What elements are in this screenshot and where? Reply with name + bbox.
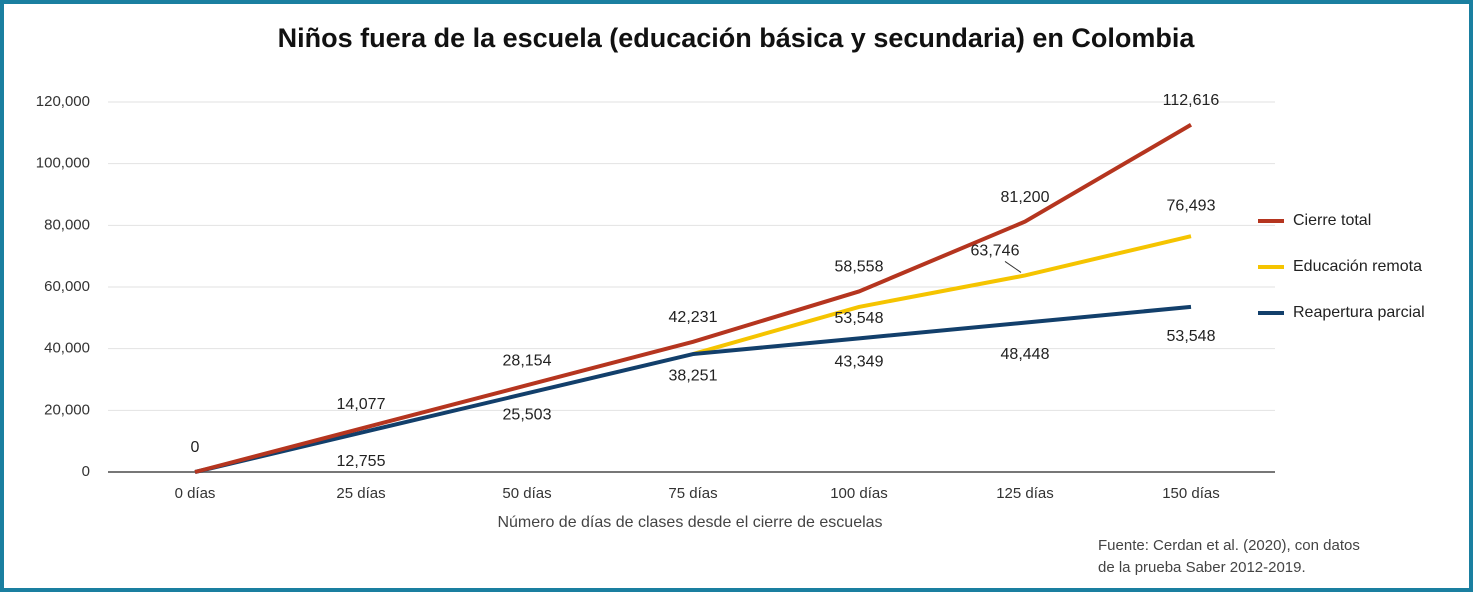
x-axis-label: Número de días de clases desde el cierre… bbox=[497, 514, 882, 531]
x-tick-label: 50 días bbox=[502, 485, 551, 502]
data-label: 53,548 bbox=[835, 310, 884, 327]
data-label: 112,616 bbox=[1163, 92, 1220, 109]
data-label: 48,448 bbox=[1001, 346, 1050, 363]
x-tick-label: 75 días bbox=[668, 485, 717, 502]
data-label: 81,200 bbox=[1001, 189, 1050, 206]
data-label: 63,746 bbox=[971, 243, 1020, 260]
legend-label: Cierre total bbox=[1293, 212, 1371, 229]
y-tick-label: 40,000 bbox=[44, 340, 90, 357]
data-label: 14,077 bbox=[337, 396, 386, 413]
data-label: 38,251 bbox=[669, 367, 718, 384]
y-tick-label: 120,000 bbox=[36, 93, 90, 110]
data-label: 28,154 bbox=[503, 352, 552, 369]
y-tick-label: 20,000 bbox=[44, 401, 90, 418]
data-label: 58,558 bbox=[835, 259, 884, 276]
source: Fuente: Cerdan et al. (2020), con datos bbox=[1098, 537, 1360, 554]
line bbox=[692, 234, 1192, 356]
y-tick-label: 60,000 bbox=[44, 278, 90, 295]
leader-line bbox=[1004, 261, 1022, 273]
data-label: 43,349 bbox=[835, 354, 884, 371]
x-tick-label: 150 días bbox=[1162, 485, 1220, 502]
data-label: 42,231 bbox=[669, 309, 718, 326]
data-label: 76,493 bbox=[1167, 197, 1216, 214]
x-tick-label: 100 días bbox=[830, 485, 888, 502]
line bbox=[194, 123, 1193, 474]
chart-title: Niños fuera de la escuela (educación bás… bbox=[278, 23, 1196, 53]
legend-label: Reapertura parcial bbox=[1293, 304, 1425, 321]
data-label: 0 bbox=[191, 439, 200, 456]
line bbox=[194, 304, 1192, 474]
y-tick-label: 80,000 bbox=[44, 216, 90, 233]
x-tick-label: 125 días bbox=[996, 485, 1054, 502]
data-label: 12,755 bbox=[337, 453, 386, 470]
data-label: 25,503 bbox=[503, 407, 552, 424]
y-tick-label: 100,000 bbox=[36, 155, 90, 172]
source: de la prueba Saber 2012-2019. bbox=[1098, 559, 1306, 576]
data-label: 53,548 bbox=[1167, 328, 1216, 345]
legend-label: Educación remota bbox=[1293, 258, 1422, 275]
x-tick-label: 0 días bbox=[175, 485, 216, 502]
x-tick-label: 25 días bbox=[336, 485, 385, 502]
y-tick-label: 0 bbox=[82, 463, 90, 480]
